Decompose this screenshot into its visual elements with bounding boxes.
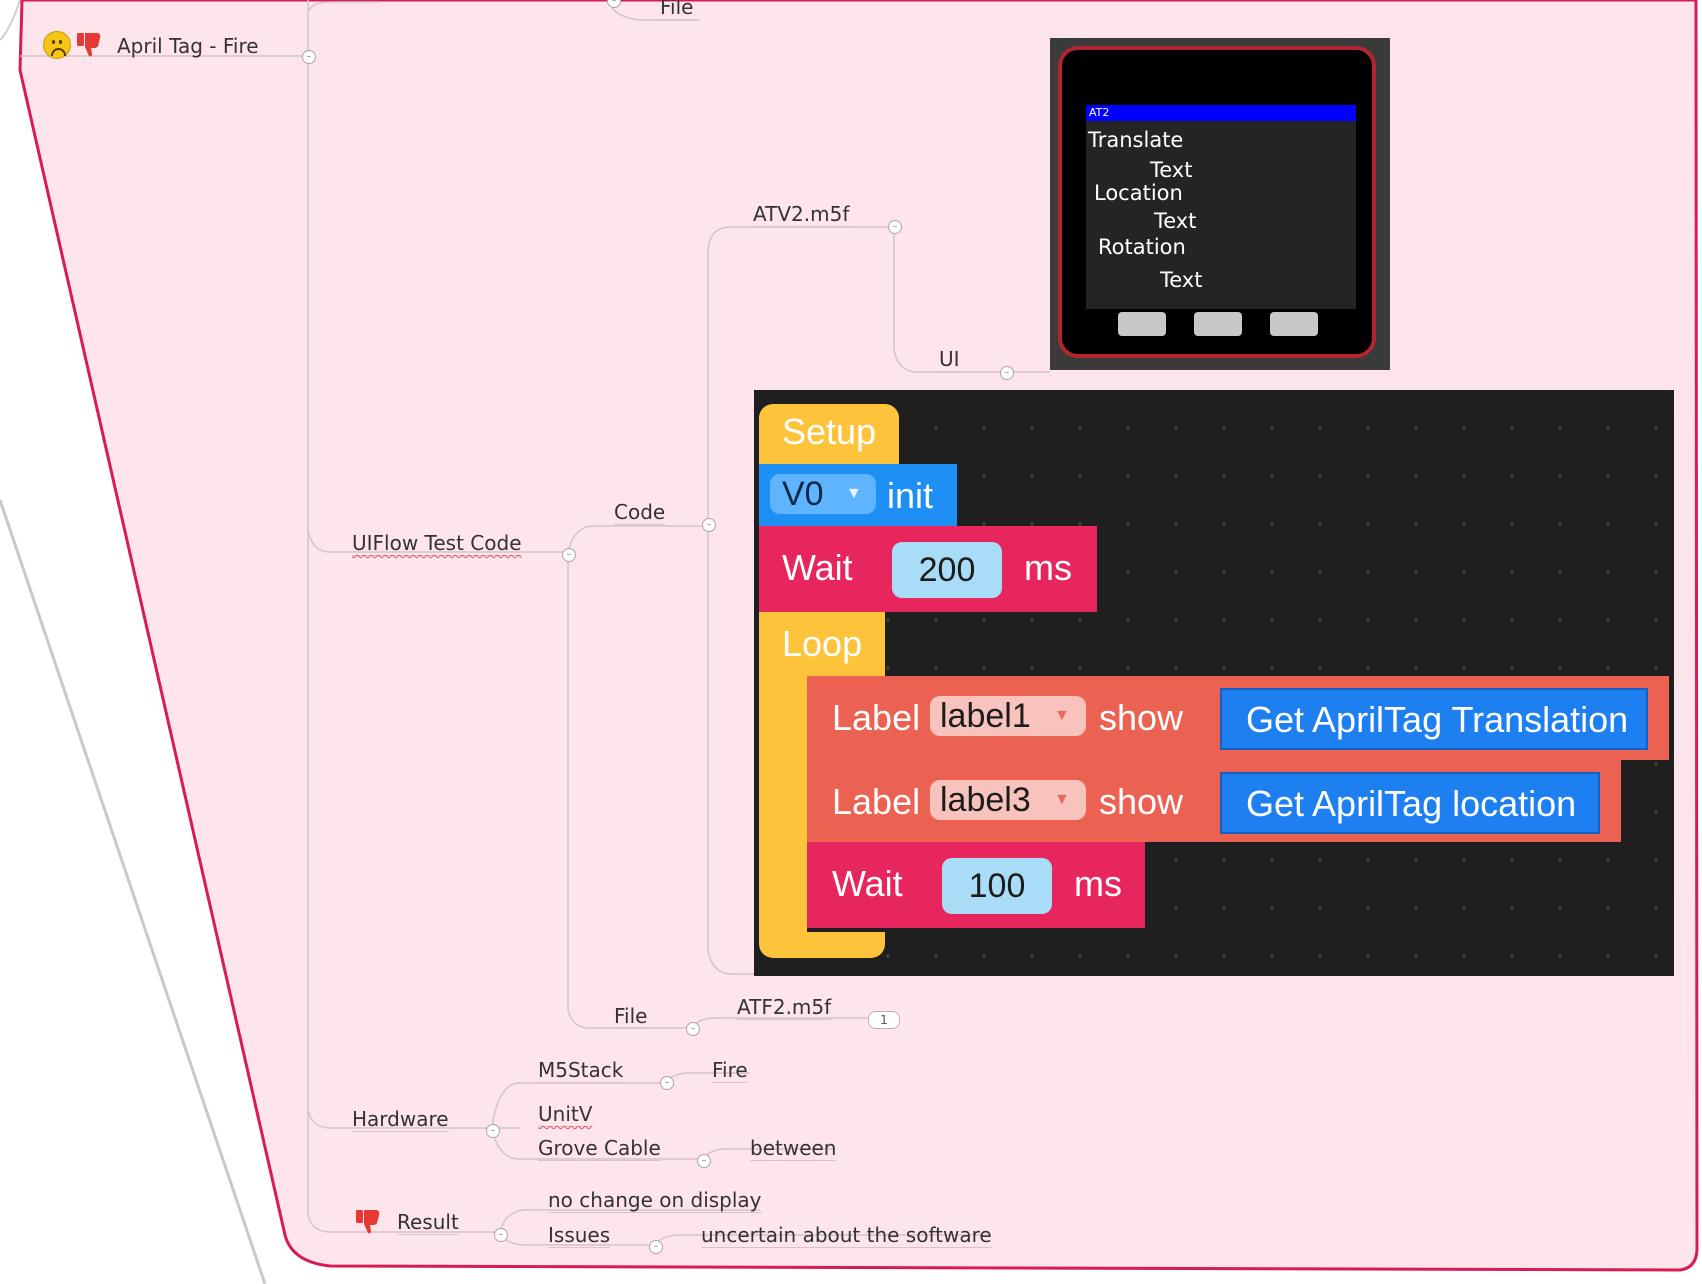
get-translation-label: Get AprilTag Translation [1246,699,1629,740]
device-screen: AT2 Translate Text Location Text Rotatio… [1086,105,1356,309]
screen-label: Rotation [1098,235,1186,259]
uiflow-label: UIFlow Test Code [352,531,522,555]
code-blocks-image: Setup V0 ▼ init Wait 200 ms Loop Label l… [754,390,1674,976]
screen-label: Location [1094,181,1183,205]
screen-titlebar: AT2 [1086,105,1356,121]
no-change-node[interactable]: no change on display [548,1188,762,1213]
v0-dropdown: V0 ▼ [770,474,876,514]
fire-node[interactable]: Fire [712,1058,748,1083]
emoji-sad-icon [43,31,71,59]
show-label: show [1099,697,1184,738]
unitv-label: UnitV [538,1102,593,1126]
collapse-button[interactable]: – [562,548,576,562]
loop-foot [759,932,885,958]
wait-label: Wait [782,547,853,588]
central-topic[interactable]: April Tag - Fire [117,34,259,58]
collapse-button[interactable]: – [302,50,316,64]
hardware-node[interactable]: Hardware [352,1107,449,1132]
device-body: AT2 Translate Text Location Text Rotatio… [1058,46,1376,358]
loop-spine [759,676,807,932]
collapse-button[interactable]: – [660,1076,674,1090]
dropdown-arrow-icon: ▼ [846,485,862,502]
label3-dropdown: label3 ▼ [930,780,1086,820]
collapse-button[interactable]: – [702,518,716,532]
screen-label: Text [1150,158,1193,182]
hardware-button-c [1270,312,1318,336]
get-location-block [1220,772,1600,834]
ms-label: ms [1024,547,1072,588]
screen-label: Text [1160,268,1203,292]
screen-label: Translate [1088,128,1184,152]
between-node[interactable]: between [750,1136,837,1161]
label3-dropdown-label: label3 [940,781,1031,819]
thumbs-down-icon [356,1210,380,1234]
loop-block [759,612,885,676]
code-node[interactable]: Code [614,500,666,525]
issues-node[interactable]: Issues [548,1223,611,1248]
atv2-node[interactable]: ATV2.m5f [753,202,850,227]
collapse-button[interactable]: – [686,1022,700,1036]
screen-label: Text [1154,209,1197,233]
dropdown-arrow-icon: ▼ [1054,791,1070,808]
label1-dropdown-label: label1 [940,697,1031,735]
label-text: Label [832,781,921,822]
wait-value-slot: 200 [892,542,1002,598]
init-label: init [887,475,934,516]
setup-block [759,404,899,464]
thumbs-down-icon [77,33,101,57]
wait-label: Wait [832,863,903,904]
v0-dropdown-label: V0 [782,475,824,513]
hardware-button-a [1118,312,1166,336]
ui-node[interactable]: UI [939,347,960,372]
uncertain-node[interactable]: uncertain about the software [701,1223,992,1248]
top-file-node[interactable]: File [660,0,694,20]
file-node[interactable]: File [614,1004,648,1029]
m5stack-node[interactable]: M5Stack [538,1058,624,1083]
dropdown-arrow-icon: ▼ [1054,707,1070,724]
collapse-button[interactable]: – [888,220,902,234]
collapsed-count-badge[interactable]: 1 [868,1011,900,1029]
grove-cable-node[interactable]: Grove Cable [538,1136,661,1161]
setup-label: Setup [782,411,877,452]
atf2-node[interactable]: ATF2.m5f [737,995,832,1020]
collapse-button[interactable]: – [486,1124,500,1138]
hardware-button-b [1194,312,1242,336]
label-text: Label [832,697,921,738]
collapse-button[interactable]: – [649,1240,663,1254]
get-location-label: Get AprilTag location [1246,783,1577,824]
unitv-node[interactable]: UnitV [538,1102,593,1127]
wait-value-slot: 100 [942,858,1052,914]
collapse-button[interactable]: – [697,1154,711,1168]
collapse-button[interactable]: – [494,1228,508,1242]
device-ui-image: AT2 Translate Text Location Text Rotatio… [1050,38,1390,370]
label1-dropdown: label1 ▼ [930,696,1086,736]
loop-label: Loop [782,623,863,664]
get-translation-block [1220,688,1648,750]
result-node[interactable]: Result [397,1210,459,1235]
uiflow-test-code-node[interactable]: UIFlow Test Code [352,531,522,556]
collapse-button[interactable]: – [1000,366,1014,380]
show-label: show [1099,781,1184,822]
ms-label: ms [1074,863,1122,904]
